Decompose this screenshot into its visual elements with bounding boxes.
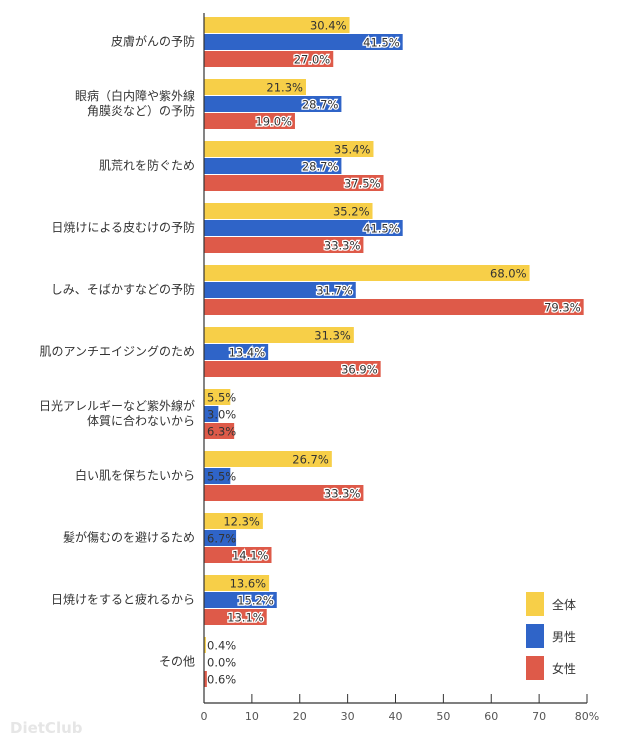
data-label: 26.7% <box>292 453 329 467</box>
data-label: 0.6% <box>207 673 236 687</box>
bar-全体 <box>204 389 231 405</box>
data-label: 6.7% <box>207 532 236 546</box>
category-label: 髪が傷むのを避けるため <box>63 530 195 545</box>
x-tick-label: 30 <box>341 710 355 723</box>
bar-全体 <box>204 513 263 529</box>
legend-swatch <box>526 624 544 648</box>
data-label: 13.4% <box>229 346 266 360</box>
watermark: DietClub <box>10 719 83 737</box>
bar-女性 <box>204 609 267 625</box>
data-label: 5.5% <box>207 391 236 405</box>
bar-女性 <box>204 237 364 253</box>
data-label: 21.3% <box>266 81 303 95</box>
bar-全体 <box>204 79 306 95</box>
x-tick-label: 50 <box>436 710 450 723</box>
x-tick-label: 80% <box>575 710 599 723</box>
legend-label: 全体 <box>552 597 576 612</box>
category-label: 角膜炎など）の予防 <box>87 103 195 118</box>
data-label: 41.5% <box>363 36 400 50</box>
category-label: 肌荒れを防ぐため <box>99 158 195 173</box>
bar-男性 <box>204 282 356 298</box>
bar-女性 <box>204 113 295 129</box>
data-label: 36.9% <box>341 363 378 377</box>
bar-男性 <box>204 34 403 50</box>
bar-男性 <box>204 220 403 236</box>
bar-女性 <box>204 175 384 191</box>
data-label: 35.4% <box>334 143 371 157</box>
bar-全体 <box>204 575 270 591</box>
bar-男性 <box>204 96 342 112</box>
category-label: しみ、そばかすなどの予防 <box>51 282 195 297</box>
data-label: 19.0% <box>255 115 292 129</box>
data-label: 5.5% <box>207 470 236 484</box>
bar-女性 <box>204 361 381 377</box>
data-label: 0.0% <box>207 656 236 670</box>
bar-女性 <box>204 547 272 563</box>
data-label: 30.4% <box>310 19 347 33</box>
bar-女性 <box>204 423 235 439</box>
bar-男性 <box>204 592 277 608</box>
data-label: 31.3% <box>314 329 351 343</box>
bar-全体 <box>204 17 350 33</box>
category-label: 皮膚がんの予防 <box>111 34 195 49</box>
bar-全体 <box>204 451 332 467</box>
legend-swatch <box>526 592 544 616</box>
x-tick-label: 60 <box>484 710 498 723</box>
data-label: 27.0% <box>294 53 331 67</box>
data-label: 14.1% <box>232 549 269 563</box>
x-tick-label: 0 <box>201 710 208 723</box>
data-label: 15.2% <box>237 594 274 608</box>
category-label: その他 <box>159 655 195 669</box>
data-label: 79.3% <box>544 301 581 315</box>
x-tick-label: 70 <box>532 710 546 723</box>
bar-男性 <box>204 158 342 174</box>
x-tick-label: 20 <box>293 710 307 723</box>
data-label: 37.5% <box>344 177 381 191</box>
data-label: 33.3% <box>324 487 361 501</box>
bar-男性 <box>204 344 269 360</box>
bar-全体 <box>204 265 530 281</box>
bar-女性 <box>204 51 334 67</box>
legend-swatch <box>526 656 544 680</box>
bar-全体 <box>204 637 206 653</box>
category-label: 眼病（白内障や紫外線 <box>75 88 195 103</box>
data-label: 31.7% <box>316 284 353 298</box>
bar-全体 <box>204 203 373 219</box>
bar-女性 <box>204 299 584 315</box>
bar-男性 <box>204 406 219 422</box>
data-label: 6.3% <box>207 425 236 439</box>
bar-女性 <box>204 671 207 687</box>
data-label: 0.4% <box>207 639 236 653</box>
x-tick-label: 40 <box>389 710 403 723</box>
data-label: 35.2% <box>333 205 370 219</box>
category-label: 日光アレルギーなど紫外線が <box>39 398 195 413</box>
data-label: 41.5% <box>363 222 400 236</box>
category-label: 白い肌を保ちたいから <box>75 468 195 483</box>
bar-男性 <box>204 530 237 546</box>
bar-全体 <box>204 327 354 343</box>
category-label: 日焼けをすると疲れるから <box>51 592 195 607</box>
category-label: 肌のアンチエイジングのため <box>39 345 195 359</box>
x-tick-label: 10 <box>245 710 259 723</box>
legend-label: 男性 <box>552 630 576 644</box>
bar-全体 <box>204 141 374 157</box>
legend-label: 女性 <box>552 661 576 676</box>
data-label: 3.0% <box>207 408 236 422</box>
data-label: 12.3% <box>223 515 260 529</box>
bar-男性 <box>204 468 231 484</box>
category-label: 体質に合わないから <box>87 413 195 428</box>
data-label: 33.3% <box>324 239 361 253</box>
data-label: 28.7% <box>302 98 339 112</box>
category-label: 日焼けによる皮むけの予防 <box>51 220 195 235</box>
data-label: 13.1% <box>227 611 264 625</box>
data-label: 28.7% <box>302 160 339 174</box>
data-label: 68.0% <box>490 267 527 281</box>
bar-女性 <box>204 485 364 501</box>
data-label: 13.6% <box>230 577 267 591</box>
